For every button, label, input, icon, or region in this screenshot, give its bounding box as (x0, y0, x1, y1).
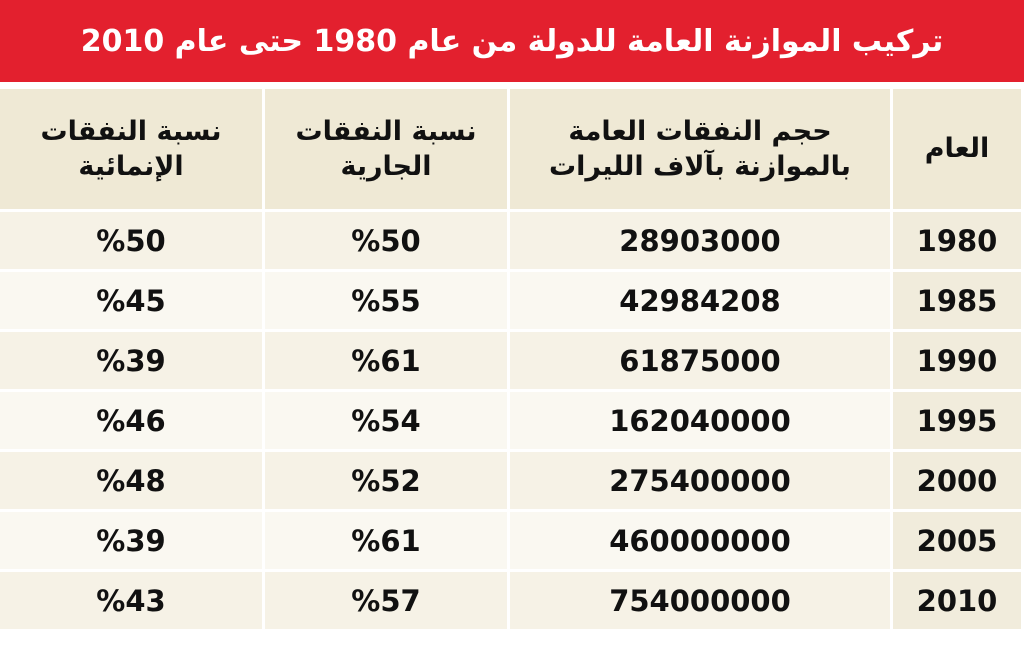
data-table: العام حجم النفقات العامة بالموازنة بآلاف… (0, 86, 1024, 632)
table-row: 1985 42984208 %55 %45 (0, 269, 1024, 332)
header-cell: نسبة النفقات الجارية (262, 86, 510, 212)
header-row: العام حجم النفقات العامة بالموازنة بآلاف… (0, 86, 1024, 212)
value-cell: 754000000 (507, 569, 893, 632)
table-row: 2000 275400000 %52 %48 (0, 449, 1024, 512)
year-cell: 1990 (890, 329, 1024, 392)
value-cell: %50 (262, 209, 510, 272)
value-cell: %57 (262, 569, 510, 632)
value-cell: %61 (262, 329, 510, 392)
title: تركيب الموازنة العامة للدولة من عام 1980… (0, 0, 1024, 82)
value-cell: %55 (262, 269, 510, 332)
table-row: 1990 61875000 %61 %39 (0, 329, 1024, 392)
header-cell: حجم النفقات العامة بالموازنة بآلاف اللير… (507, 86, 893, 212)
value-cell: 460000000 (507, 509, 893, 572)
year-cell: 2010 (890, 569, 1024, 632)
value-cell: %50 (0, 209, 265, 272)
value-cell: %39 (0, 509, 265, 572)
year-cell: 1985 (890, 269, 1024, 332)
value-cell: %48 (0, 449, 265, 512)
value-cell: 42984208 (507, 269, 893, 332)
value-cell: 28903000 (507, 209, 893, 272)
table-row: 1980 28903000 %50 %50 (0, 209, 1024, 272)
value-cell: 275400000 (507, 449, 893, 512)
table-row: 1995 162040000 %54 %46 (0, 389, 1024, 452)
header-cell: نسبة النفقات الإنمائية (0, 86, 265, 212)
year-cell: 2005 (890, 509, 1024, 572)
year-cell: 1980 (890, 209, 1024, 272)
value-cell: %45 (0, 269, 265, 332)
table-row: 2010 754000000 %57 %43 (0, 569, 1024, 632)
table-row: 2005 460000000 %61 %39 (0, 509, 1024, 572)
value-cell: %61 (262, 509, 510, 572)
value-cell: 61875000 (507, 329, 893, 392)
year-cell: 2000 (890, 449, 1024, 512)
value-cell: %46 (0, 389, 265, 452)
table-body: 1980 28903000 %50 %50 1985 42984208 %55 %45 1990… (0, 209, 1024, 632)
table-head: العام حجم النفقات العامة بالموازنة بآلاف… (0, 86, 1024, 212)
year-cell: 1995 (890, 389, 1024, 452)
value-cell: %39 (0, 329, 265, 392)
value-cell: %54 (262, 389, 510, 452)
header-cell: العام (890, 86, 1024, 212)
value-cell: 162040000 (507, 389, 893, 452)
value-cell: %52 (262, 449, 510, 512)
value-cell: %43 (0, 569, 265, 632)
